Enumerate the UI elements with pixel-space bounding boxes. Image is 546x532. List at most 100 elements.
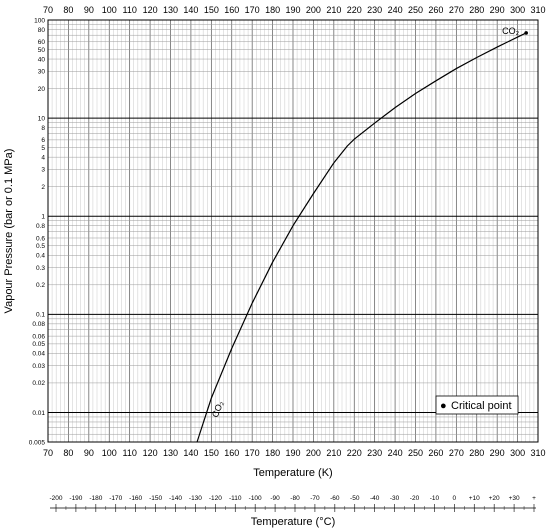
celsius-tick-label: +20: [489, 495, 500, 502]
legend: ● Critical point: [435, 395, 519, 415]
series-line-co2: [196, 32, 527, 443]
celsius-axis: -200 -190 -180 -170 -160 -150 -140 -130 -120 -110…: [49, 495, 536, 512]
y-tick-label: 0.02: [32, 380, 45, 387]
x-tick-label-bottom: 230: [367, 448, 382, 458]
celsius-axis-label: Temperature (°C): [251, 516, 335, 528]
y-tick-label: 0.5: [36, 243, 45, 250]
celsius-tick-label: -190: [69, 495, 82, 502]
x-tick-label-bottom: 130: [163, 448, 178, 458]
x-tick-label-top: 170: [245, 5, 260, 15]
legend-box: [435, 395, 519, 415]
x-tick-label-bottom: 300: [510, 448, 525, 458]
celsius-tick-label: 0: [453, 495, 457, 502]
x-tick-label-bottom: 280: [469, 448, 484, 458]
y-tick-label: 0.8: [36, 223, 45, 230]
x-tick-label-bottom: 140: [183, 448, 198, 458]
x-tick-label-bottom: 120: [143, 448, 158, 458]
x-tick-label-bottom: 260: [428, 448, 443, 458]
x-tick-label-top: 210: [326, 5, 341, 15]
x-tick-label-top: 260: [428, 5, 443, 15]
grid: [47, 19, 539, 443]
x-tick-label-bottom: 200: [306, 448, 321, 458]
x-tick-label-top: 110: [122, 5, 136, 15]
x-tick-label-top: 200: [306, 5, 321, 15]
celsius-tick-label: +10: [469, 495, 480, 502]
x-tick-label-top: 80: [63, 5, 73, 15]
legend-marker: ●: [440, 400, 447, 412]
x-tick-label-bottom: 80: [63, 448, 73, 458]
celsius-tick-label: -130: [189, 495, 202, 502]
x-axis-label: Temperature (K): [253, 467, 332, 479]
celsius-tick-label: -160: [129, 495, 142, 502]
x-tick-label-bottom: 160: [224, 448, 239, 458]
bottom-x-tick-labels: 70 80 90 100 110 120 130 140 150 160 170 180 190 200 2…: [43, 448, 546, 458]
celsius-tick-label: -200: [49, 495, 62, 502]
y-tick-label: 1: [41, 214, 45, 221]
x-tick-label-top: 180: [265, 5, 280, 15]
y-tick-label: 80: [38, 27, 46, 34]
x-tick-label-bottom: 100: [102, 448, 117, 458]
x-tick-label-bottom: 110: [122, 448, 136, 458]
x-tick-label-bottom: 290: [490, 448, 505, 458]
x-tick-label-bottom: 310: [530, 448, 545, 458]
celsius-tick-label: -30: [390, 495, 400, 502]
y-tick-label: 0.005: [29, 439, 46, 446]
x-tick-label-bottom: 150: [204, 448, 219, 458]
celsius-tick-label: -80: [290, 495, 300, 502]
y-tick-label: 10: [38, 115, 46, 122]
top-x-tick-labels: 70 80 90 100 110 120 130 140 150 160 170 180 190 200 2…: [43, 5, 546, 15]
x-tick-label-top: 300: [510, 5, 525, 15]
celsius-tick-label: -50: [350, 495, 360, 502]
x-tick-label-top: 70: [43, 5, 53, 15]
x-tick-label-bottom: 250: [408, 448, 423, 458]
celsius-tick-label: -120: [209, 495, 222, 502]
y-tick-label: 0.08: [32, 321, 45, 328]
x-tick-label-bottom: 180: [265, 448, 280, 458]
y-tick-label: 20: [38, 86, 46, 93]
celsius-tick-label: -90: [270, 495, 280, 502]
x-tick-label-top: 150: [204, 5, 219, 15]
celsius-tick-label: +30: [509, 495, 520, 502]
celsius-tick-label: -170: [109, 495, 122, 502]
y-tick-label: 3: [41, 167, 45, 174]
y-tick-label: 30: [38, 69, 46, 76]
celsius-tick-label: -70: [310, 495, 320, 502]
series-label-end: CO₂: [502, 26, 520, 36]
celsius-tick-label: -140: [169, 495, 182, 502]
celsius-tick-label: -60: [330, 495, 340, 502]
x-tick-label-top: 120: [143, 5, 158, 15]
y-tick-label: 4: [41, 154, 45, 161]
x-tick-label-top: 230: [367, 5, 382, 15]
legend-text: Critical point: [451, 400, 512, 412]
critical-point-marker: [524, 31, 528, 35]
y-tick-label: 60: [38, 39, 46, 46]
x-tick-label-bottom: 190: [285, 448, 300, 458]
y-tick-label: 0.03: [32, 363, 45, 370]
x-tick-label-bottom: 210: [326, 448, 341, 458]
celsius-tick-label: -100: [249, 495, 262, 502]
y-tick-label: 0.01: [32, 410, 45, 417]
celsius-tick-label: -110: [229, 495, 242, 502]
y-tick-label: 0.6: [36, 235, 45, 242]
y-tick-label: 8: [41, 125, 45, 132]
celsius-tick-label: -40: [370, 495, 380, 502]
y-tick-label: 0.4: [36, 253, 45, 260]
celsius-tick-label: -20: [410, 495, 420, 502]
series-label-start: CO₂: [210, 399, 226, 419]
x-tick-label-top: 160: [224, 5, 239, 15]
y-axis-label: Vapour Pressure (bar or 0.1 MPa): [3, 149, 15, 314]
plot-frame: [47, 19, 539, 443]
x-tick-label-top: 290: [490, 5, 505, 15]
y-tick-label: 0.04: [32, 351, 45, 358]
y-tick-label: 0.3: [36, 265, 45, 272]
x-tick-label-top: 140: [183, 5, 198, 15]
x-tick-label-top: 90: [84, 5, 94, 15]
x-tick-label-top: 240: [388, 5, 403, 15]
y-tick-label: 5: [41, 145, 45, 152]
y-tick-label: 0.1: [36, 312, 45, 319]
x-tick-label-top: 250: [408, 5, 423, 15]
x-tick-label-top: 100: [102, 5, 117, 15]
x-tick-label-top: 220: [347, 5, 362, 15]
